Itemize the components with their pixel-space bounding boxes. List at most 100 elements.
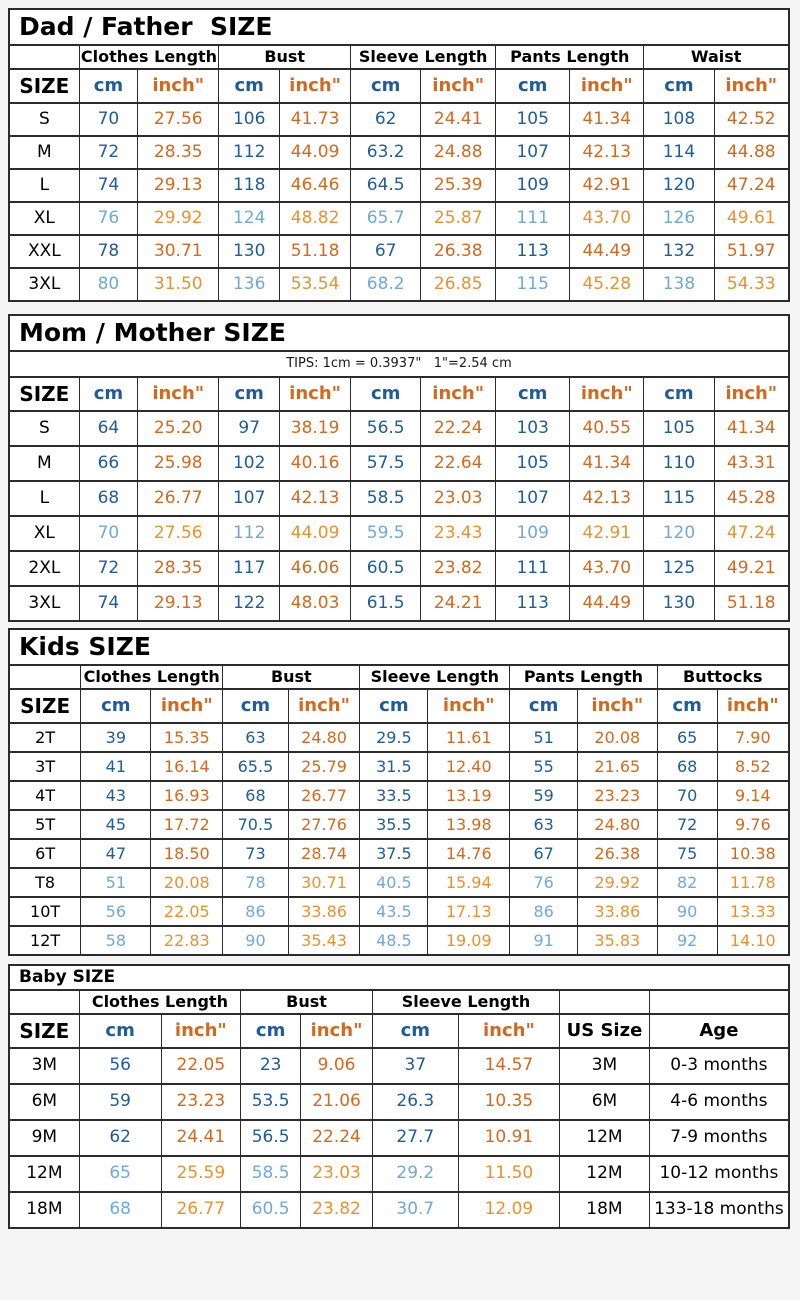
- cm-value: 107: [218, 480, 281, 517]
- size-column-header: SIZE: [8, 688, 82, 724]
- inch-value: 45.28: [569, 267, 645, 302]
- cm-value: 56.5: [240, 1118, 302, 1157]
- inch-value: 24.88: [420, 135, 497, 170]
- cm-value: 64.5: [350, 168, 422, 203]
- cm-value: 115: [643, 480, 715, 517]
- inch-value: 15.94: [427, 867, 511, 898]
- inch-header: inch": [457, 1012, 561, 1049]
- cm-value: 63: [222, 722, 289, 753]
- inch-value: 40.55: [569, 410, 645, 447]
- size-cell: S: [8, 102, 80, 137]
- size-cell: 3M: [8, 1046, 80, 1085]
- us-size-value: 18M: [559, 1190, 650, 1229]
- cm-header: cm: [222, 688, 289, 724]
- inch-value: 15.35: [150, 722, 224, 753]
- size-column-header: SIZE: [8, 68, 80, 104]
- inch-value: 9.14: [716, 780, 790, 811]
- inch-header: inch": [287, 688, 361, 724]
- inch-value: 24.80: [287, 722, 361, 753]
- cm-value: 113: [495, 234, 571, 269]
- size-cell: XXL: [8, 234, 80, 269]
- cm-value: 60.5: [350, 550, 422, 587]
- inch-value: 22.64: [420, 445, 497, 482]
- inch-value: 42.13: [569, 135, 645, 170]
- inch-value: 8.52: [716, 751, 790, 782]
- inch-value: 25.20: [137, 410, 220, 447]
- cm-value: 70: [656, 780, 718, 811]
- cm-value: 56.5: [350, 410, 422, 447]
- inch-header: inch": [569, 376, 645, 412]
- inch-value: 12.40: [427, 751, 511, 782]
- cm-value: 64: [78, 410, 139, 447]
- inch-value: 43.70: [569, 550, 645, 587]
- inch-header: inch": [150, 688, 224, 724]
- inch-value: 9.06: [300, 1046, 373, 1085]
- cm-header: cm: [78, 1012, 162, 1049]
- inch-header: inch": [427, 688, 511, 724]
- cm-value: 76: [78, 201, 139, 236]
- cm-value: 73: [222, 838, 289, 869]
- cm-value: 126: [643, 201, 715, 236]
- cm-value: 56: [78, 1046, 162, 1085]
- cm-value: 43.5: [359, 896, 429, 927]
- inch-value: 29.92: [577, 867, 658, 898]
- cm-value: 112: [218, 515, 281, 552]
- inch-value: 20.08: [577, 722, 658, 753]
- size-cell: S: [8, 410, 80, 447]
- age-header: Age: [648, 1012, 790, 1049]
- inch-header: inch": [279, 376, 352, 412]
- inch-value: 22.05: [150, 896, 224, 927]
- size-cell: 3T: [8, 751, 82, 782]
- cm-value: 130: [218, 234, 281, 269]
- group-header: Pants Length: [495, 44, 645, 70]
- us-size-header: US Size: [559, 1012, 650, 1049]
- inch-value: 30.71: [287, 867, 361, 898]
- cm-value: 136: [218, 267, 281, 302]
- kids-size-table: Kids SIZE Clothes Length Bust Sleeve Length…: [8, 628, 790, 956]
- cm-value: 68: [78, 480, 139, 517]
- inch-value: 33.86: [577, 896, 658, 927]
- size-cell: 10T: [8, 896, 82, 927]
- inch-value: 47.24: [713, 168, 790, 203]
- inch-header: inch": [279, 68, 352, 104]
- inch-value: 26.38: [420, 234, 497, 269]
- cm-value: 118: [218, 168, 281, 203]
- inch-value: 19.09: [427, 925, 511, 956]
- cm-header: cm: [240, 1012, 302, 1049]
- age-value: 133-18 months: [648, 1190, 790, 1229]
- size-cell: 6M: [8, 1082, 80, 1121]
- cm-value: 82: [656, 867, 718, 898]
- inch-value: 16.93: [150, 780, 224, 811]
- inch-value: 25.79: [287, 751, 361, 782]
- inch-value: 11.61: [427, 722, 511, 753]
- group-header: Bust: [240, 988, 373, 1015]
- cm-value: 68: [222, 780, 289, 811]
- cm-header: cm: [359, 688, 429, 724]
- cm-value: 45: [80, 809, 152, 840]
- corner-cell: [8, 988, 80, 1015]
- tips-note: TIPS: 1cm = 0.3937" 1"=2.54 cm: [8, 350, 790, 378]
- inch-value: 48.82: [279, 201, 352, 236]
- cm-header: cm: [218, 68, 281, 104]
- cm-value: 86: [222, 896, 289, 927]
- cm-value: 57.5: [350, 445, 422, 482]
- size-column-header: SIZE: [8, 376, 80, 412]
- cm-value: 59: [78, 1082, 162, 1121]
- inch-value: 25.59: [160, 1154, 242, 1193]
- inch-value: 41.73: [279, 102, 352, 137]
- cm-header: cm: [509, 688, 579, 724]
- cm-value: 37.5: [359, 838, 429, 869]
- inch-value: 41.34: [569, 102, 645, 137]
- inch-value: 51.97: [713, 234, 790, 269]
- size-cell: L: [8, 168, 80, 203]
- cm-value: 29.5: [359, 722, 429, 753]
- size-table-dad: Dad / Father SIZE Clothes Length Bust Sleev…: [8, 8, 790, 302]
- cm-value: 63.2: [350, 135, 422, 170]
- cm-value: 37: [371, 1046, 459, 1085]
- cm-value: 58.5: [240, 1154, 302, 1193]
- inch-value: 44.09: [279, 135, 352, 170]
- group-header: Bust: [222, 664, 361, 690]
- inch-value: 43.31: [713, 445, 790, 482]
- mom-size-table: Mom / Mother SIZE TIPS: 1cm = 0.3937" 1"=…: [8, 314, 790, 622]
- cm-value: 56: [80, 896, 152, 927]
